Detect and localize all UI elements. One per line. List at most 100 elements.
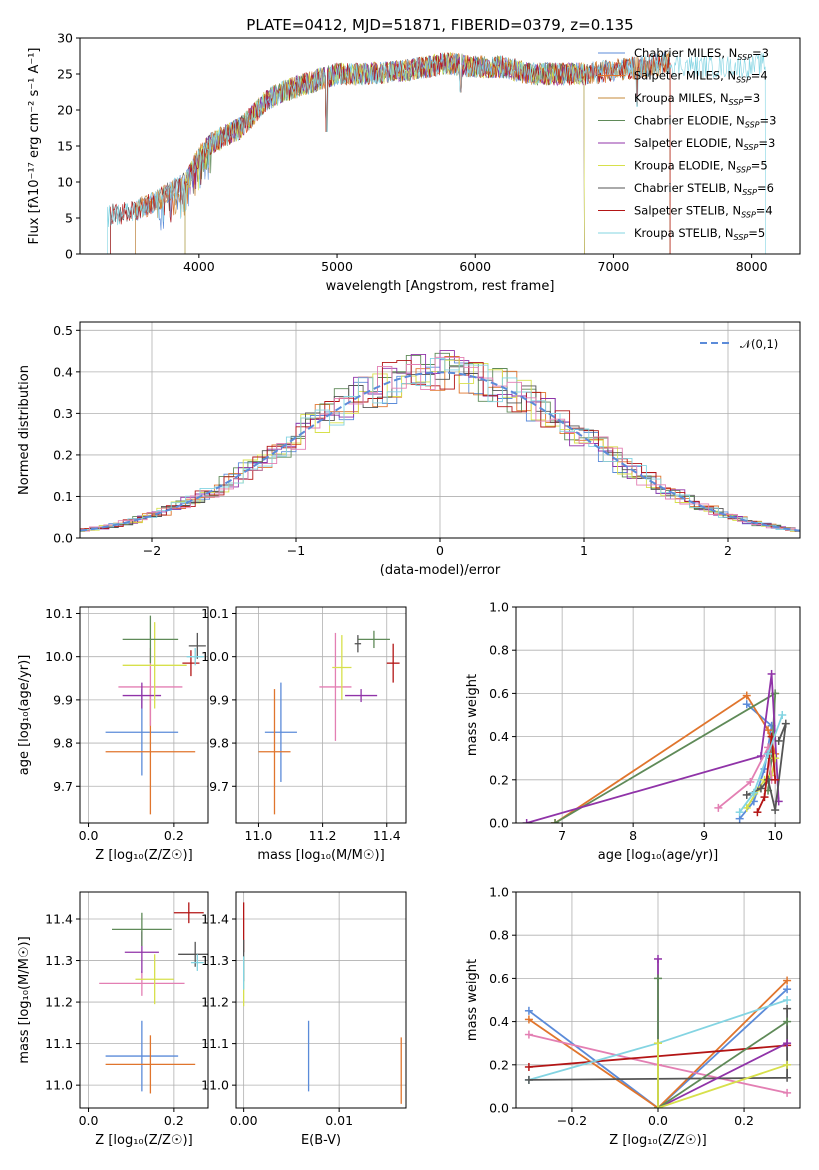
weight-series [526, 673, 780, 823]
x-tick-label: 0.2 [164, 1113, 184, 1128]
y-tick-label: 0.4 [489, 729, 509, 744]
plot-area [524, 954, 792, 1108]
y-tick-label: 9.7 [53, 779, 73, 794]
panel-age-vs-mass: 11.0 11.2 11.4 9.7 9.8 9.9 10.0 10.1 mass [log₁₀… [201, 606, 407, 863]
y-axis-label: mass weight [465, 959, 480, 1041]
weight-series [738, 714, 784, 813]
plot-area [107, 51, 766, 254]
y-tick-label: 10.1 [201, 606, 229, 621]
weight-marker [742, 700, 751, 709]
weight-marker [742, 803, 751, 812]
weight-marker [714, 803, 723, 812]
x-tick-label: 7000 [598, 259, 630, 274]
y-tick-label: 11.1 [201, 1036, 229, 1051]
gridlines [236, 892, 406, 1108]
error-cross [386, 643, 400, 683]
histogram-series [80, 366, 800, 532]
y-tick-label: 9.8 [209, 736, 229, 751]
x-tick-label: 11.2 [309, 828, 337, 843]
x-tick-label: 11.4 [373, 828, 401, 843]
weight-marker [783, 1060, 792, 1069]
error-cross [105, 1020, 179, 1092]
panel-residuals: −2 −1 0 1 2 0.0 0.1 0.2 0.3 0.4 0.5 (data-model)/er… [17, 321, 801, 578]
y-tick-label: 9.9 [53, 692, 73, 707]
weight-marker [783, 1088, 792, 1097]
legend-entry: Salpeter MILES, NSSP=4 [634, 69, 768, 85]
weight-series [756, 736, 777, 813]
weight-marker [783, 1017, 792, 1026]
weight-marker [524, 1075, 533, 1084]
x-tick-label: 0 [436, 543, 444, 558]
spectrum-series [110, 52, 671, 254]
y-tick-label: 9.9 [209, 692, 229, 707]
y-tick-label: 1.0 [489, 885, 509, 900]
y-tick-label: 5 [65, 211, 73, 226]
panel-spectrum: 4000 5000 6000 7000 8000 0 5 10 15 20 25 30 waveleng… [27, 16, 801, 294]
weight-marker [764, 775, 773, 784]
error-cross [319, 632, 352, 741]
axes-frame [79, 37, 801, 255]
y-tick-label: 0.1 [53, 489, 73, 504]
weight-marker [524, 1030, 533, 1039]
weight-marker [764, 726, 773, 735]
panel-mass-vs-EBV: 0.00 0.01 11.0 11.1 11.2 11.3 11.4 E(B-V) [201, 891, 407, 1148]
weight-marker [764, 749, 773, 758]
gridlines [80, 892, 208, 1108]
x-tick-label: 10 [767, 828, 783, 843]
weight-marker [742, 790, 751, 799]
weight-marker [654, 1104, 662, 1108]
spectrum-series [110, 53, 671, 254]
axes-frame [79, 321, 801, 539]
legend-entry: Chabrier ELODIE, NSSP=3 [634, 114, 776, 130]
error-cross [357, 630, 390, 649]
y-tick-label: 11.3 [45, 953, 73, 968]
legend-entry: Kroupa STELIB, NSSP=5 [634, 226, 765, 242]
y-tick-label: 9.8 [53, 736, 73, 751]
x-tick-label: 8000 [736, 259, 768, 274]
panel-mass-vs-Z: 0.0 0.2 11.0 11.1 11.2 11.3 11.4 Z [log₁₀(Z/Z☉)… [17, 891, 209, 1148]
y-tick-label: 0.2 [489, 1057, 509, 1072]
weight-marker [783, 985, 792, 994]
weight-marker [749, 788, 758, 797]
weight-marker [778, 711, 787, 719]
error-cross [190, 954, 204, 971]
y-axis-label: Flux [fλ10⁻¹⁷ erg cm⁻² s⁻¹ A⁻¹] [27, 48, 42, 245]
y-tick-label: 0.5 [53, 323, 73, 338]
legend-entry: Kroupa MILES, NSSP=3 [634, 91, 760, 107]
weight-series [746, 723, 787, 811]
x-tick-label: 6000 [459, 259, 491, 274]
weight-marker [524, 1006, 533, 1015]
weight-marker [654, 954, 662, 963]
y-tick-label: 11.4 [201, 912, 229, 927]
error-cross [122, 615, 179, 664]
x-tick-label: 4000 [183, 259, 215, 274]
axes-frame [79, 606, 209, 824]
y-tick-label: 0.4 [53, 364, 73, 379]
legend-entry: Chabrier STELIB, NSSP=6 [634, 181, 774, 197]
weight-marker [771, 806, 780, 815]
y-tick-label: 20 [57, 103, 73, 118]
gridlines [236, 607, 406, 823]
error-cross [345, 689, 378, 703]
weight-marker [551, 819, 560, 823]
x-tick-label: 7 [558, 828, 566, 843]
axes-frame [515, 606, 801, 824]
weight-marker [746, 777, 755, 786]
plot-area [105, 615, 206, 815]
axes-frame [235, 891, 407, 1109]
y-tick-label: 0 [65, 247, 73, 262]
error-cross [182, 650, 200, 677]
x-tick-label: 0.2 [734, 1113, 754, 1128]
x-tick-label: 1 [580, 543, 588, 558]
spectrum-series [184, 52, 585, 254]
weight-marker [524, 1015, 533, 1024]
axes-frame [515, 891, 801, 1109]
x-axis-label: Z [log₁₀(Z/Z☉)] [95, 848, 192, 863]
y-tick-label: 10.1 [45, 606, 73, 621]
x-tick-label: 0.0 [79, 1113, 99, 1128]
legend-entry: Salpeter STELIB, NSSP=4 [634, 204, 773, 220]
y-tick-label: 11.0 [45, 1078, 73, 1093]
plot-area [522, 669, 790, 823]
x-axis-label: wavelength [Angstrom, rest frame] [326, 279, 555, 294]
weight-marker [742, 691, 751, 700]
